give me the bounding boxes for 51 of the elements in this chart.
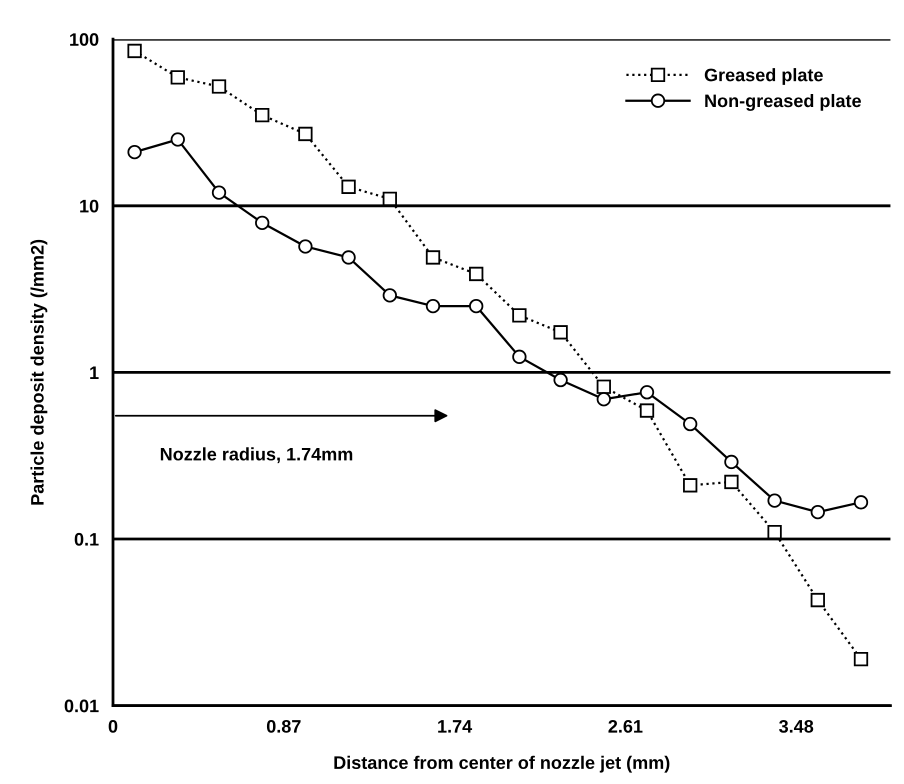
point (298, 239, 313, 254)
point (683, 416, 698, 432)
point (596, 380, 611, 394)
x-tick-label: 1.74 (438, 720, 472, 733)
point (170, 132, 185, 147)
point (382, 192, 397, 206)
point (426, 298, 440, 314)
point (724, 454, 739, 470)
point (212, 79, 226, 94)
point (596, 392, 611, 406)
point (512, 350, 527, 364)
y-tick-label: 0.01 (64, 700, 99, 712)
y-tick-label: 0.1 (74, 532, 99, 546)
x-tick-label: 3.48 (779, 720, 814, 733)
point (426, 250, 440, 265)
point (810, 592, 825, 608)
point (341, 250, 356, 265)
point (640, 403, 654, 418)
point (127, 144, 142, 160)
x-tick-label: 0.87 (266, 720, 301, 733)
y-tick-label: 10 (80, 200, 98, 213)
x-tick-label: 0 (108, 720, 118, 733)
point (170, 70, 185, 85)
point (298, 126, 313, 142)
point (341, 180, 356, 194)
point (212, 185, 226, 200)
point (854, 495, 868, 510)
y-tick-label: 1 (90, 366, 99, 379)
point (724, 474, 739, 490)
point (553, 372, 568, 388)
point (512, 308, 527, 323)
point (810, 504, 825, 520)
y-axis-title: Particle deposit density (/mm2) (30, 240, 48, 505)
annotation: Nozzle radius, 1.74mm (160, 447, 352, 464)
x-axis-title: Distance from center of nozzle jet (mm) (334, 756, 670, 773)
legend-label: Non-greased plate (705, 94, 861, 111)
point (382, 288, 397, 303)
point (767, 524, 782, 540)
legend-label: Greased plate (704, 68, 823, 85)
y-tick-label: 100 (70, 33, 98, 46)
x-tick-label: 2.61 (608, 720, 642, 733)
point (255, 216, 270, 230)
point (469, 298, 484, 314)
point (767, 493, 782, 508)
point (255, 108, 270, 122)
point (854, 652, 868, 666)
point (640, 385, 654, 400)
point (469, 266, 484, 282)
point (127, 44, 142, 58)
point (553, 325, 568, 340)
point (683, 478, 698, 492)
